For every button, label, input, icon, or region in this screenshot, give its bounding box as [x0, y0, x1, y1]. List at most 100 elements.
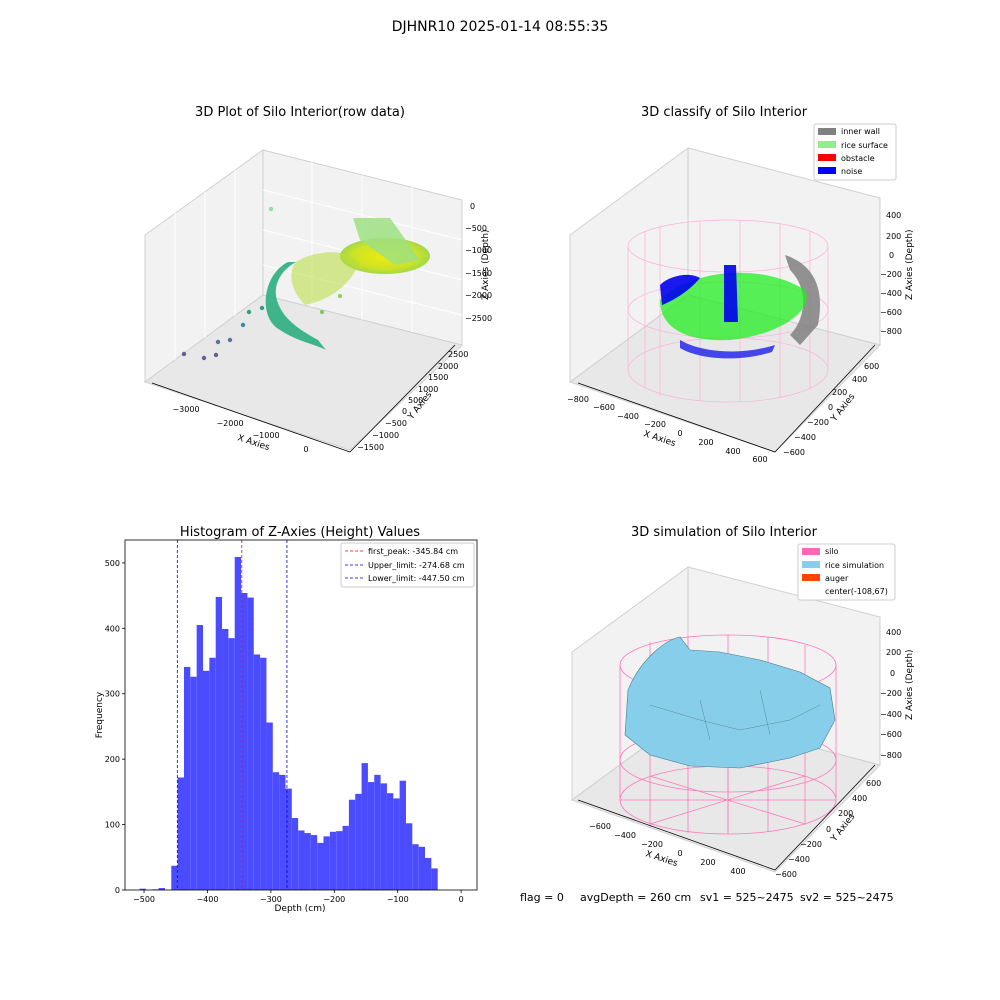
histogram-legend-frame	[340, 542, 475, 588]
classify-xtick-label: −800	[567, 395, 589, 404]
histogram-bar	[183, 666, 191, 890]
classify-ytick-label: −600	[783, 448, 805, 457]
histogram-bar	[317, 842, 324, 890]
histogram-yticks: 0 100 200 300 400 500	[105, 559, 125, 895]
classify-ytick-label: −400	[794, 433, 816, 442]
x-tick-label: −500	[133, 895, 155, 904]
histogram-bar	[367, 782, 375, 890]
classify-ytick-label: −200	[807, 418, 829, 427]
histogram-bar	[222, 628, 229, 890]
legend-label-inner-wall: inner wall	[841, 127, 880, 136]
simulation-ztick-label: 400	[886, 628, 901, 637]
histogram-bar	[386, 793, 394, 890]
raw-axis-frame	[151, 344, 456, 453]
raw-title: 3D Plot of Silo Interior(row data)	[195, 105, 405, 120]
y-tick-label: 300	[105, 690, 120, 699]
legend-label-auger: auger	[825, 574, 849, 583]
simulation-ytick-label: −600	[775, 870, 797, 879]
histogram-bar	[228, 638, 235, 890]
simulation-zticks: 400 200 0 −200 −400 −600 −800	[880, 628, 902, 760]
classify-yticks: −600 −400 −200 0 200 400 600	[783, 362, 879, 457]
classify-title: 3D classify of Silo Interior	[641, 105, 808, 120]
simulation-ytick-label: 600	[866, 779, 881, 788]
legend-swatch-auger	[802, 574, 820, 581]
histogram-bar	[399, 780, 406, 890]
classify-noise-left	[660, 274, 700, 305]
classify-ztick-label: −200	[880, 270, 902, 279]
histogram-bar	[158, 888, 165, 890]
raw-ylabel: Y Axies	[406, 390, 435, 423]
histogram-bar	[272, 772, 280, 890]
x-tick-label: 0	[459, 895, 464, 904]
histogram-bar	[393, 798, 400, 890]
legend-label-rice-surface: rice surface	[841, 141, 888, 150]
simulation-ytick-label: −200	[800, 840, 822, 849]
status-flag: flag = 0	[520, 891, 564, 904]
y-tick-label: 200	[105, 755, 120, 764]
simulation-ytick-label: 400	[852, 794, 867, 803]
raw-ytick-label: 2500	[448, 350, 468, 359]
legend-label-first-peak: first_peak: -345.84 cm	[368, 547, 458, 556]
simulation-ztick-label: 0	[890, 669, 895, 678]
x-tick-label: −100	[387, 895, 409, 904]
simulation-xtick-label: −600	[589, 822, 611, 831]
raw-surface-mid	[291, 252, 360, 305]
classify-xtick-label: 400	[725, 447, 740, 456]
status-sv1: sv1 = 525~2475	[700, 891, 794, 904]
chart-ylabel: Frequency	[95, 691, 105, 738]
simulation-xtick-label: −400	[614, 831, 636, 840]
panel-classify: 3D classify of Silo Interior	[567, 105, 915, 464]
classify-axis-frame	[577, 344, 876, 453]
legend-label-noise: noise	[841, 167, 862, 176]
panel-simulation: 3D simulation of Silo Interior −600	[570, 525, 915, 879]
simulation-zlabel: Z Axies (Depth)	[905, 649, 915, 720]
histogram-bar	[139, 888, 146, 890]
histogram-bar	[374, 774, 381, 890]
classify-ztick-label: −600	[880, 308, 902, 317]
simulation-xticks: −600 −400 −200 0 200 400	[589, 822, 746, 876]
panel-raw: 3D Plot of Silo Interior(row data)	[143, 105, 492, 454]
histogram-bar	[342, 825, 349, 890]
classify-xlabel: X Axies	[642, 429, 677, 449]
raw-points	[181, 206, 430, 361]
classify-zlabel: Z Axies (Depth)	[905, 229, 915, 300]
histogram-bar	[260, 657, 267, 890]
simulation-title: 3D simulation of Silo Interior	[631, 525, 818, 540]
histogram-vlines	[176, 540, 288, 890]
raw-xticks: −3000 −2000 −1000 0	[172, 405, 308, 454]
figure-title: DJHNR10 2025-01-14 08:55:35	[392, 19, 609, 35]
raw-ztick-label: 0	[470, 202, 475, 211]
simulation-ztick-label: 200	[886, 648, 901, 657]
histogram-bar	[203, 670, 210, 890]
status-avg-depth: avgDepth = 260 cm	[580, 891, 691, 904]
simulation-xtick-label: 400	[730, 867, 745, 876]
legend-label-silo: silo	[825, 547, 839, 556]
simulation-ytick-label: 200	[838, 809, 853, 818]
simulation-rice-surface	[624, 636, 836, 769]
raw-ytick-label: 1500	[428, 373, 448, 382]
simulation-ztick-label: −600	[880, 730, 902, 739]
simulation-xtick-label: 200	[700, 858, 715, 867]
classify-ztick-label: 400	[886, 211, 901, 220]
histogram-bar	[291, 818, 299, 890]
classify-xticks: −800 −600 −400 −200 0 200 400 600	[567, 395, 768, 464]
raw-ytick-label: −1000	[372, 431, 399, 440]
classify-xtick-label: −200	[644, 420, 666, 429]
simulation-ztick-label: −200	[880, 689, 902, 698]
raw-ztick-label: −1500	[465, 269, 492, 278]
classify-ztick-label: −400	[880, 289, 902, 298]
simulation-yticks: −600 −400 −200 0 200 400 600	[775, 779, 881, 879]
histogram-bar	[298, 830, 305, 890]
histogram-bar	[253, 654, 261, 890]
classify-xtick-label: 0	[677, 429, 682, 438]
histogram-bar	[279, 774, 286, 890]
chart-title: Histogram of Z-Axies (Height) Values	[180, 525, 420, 540]
legend-swatch-obstacle	[818, 154, 836, 161]
raw-xtick-label: −3000	[172, 405, 199, 414]
classify-ztick-label: −800	[880, 327, 902, 336]
legend-label-obstacle: obstacle	[841, 154, 875, 163]
raw-xtick-label: −1000	[252, 431, 279, 440]
histogram-bar	[266, 722, 273, 890]
simulation-legend: silo rice simulation auger center(-108,6…	[797, 543, 896, 601]
